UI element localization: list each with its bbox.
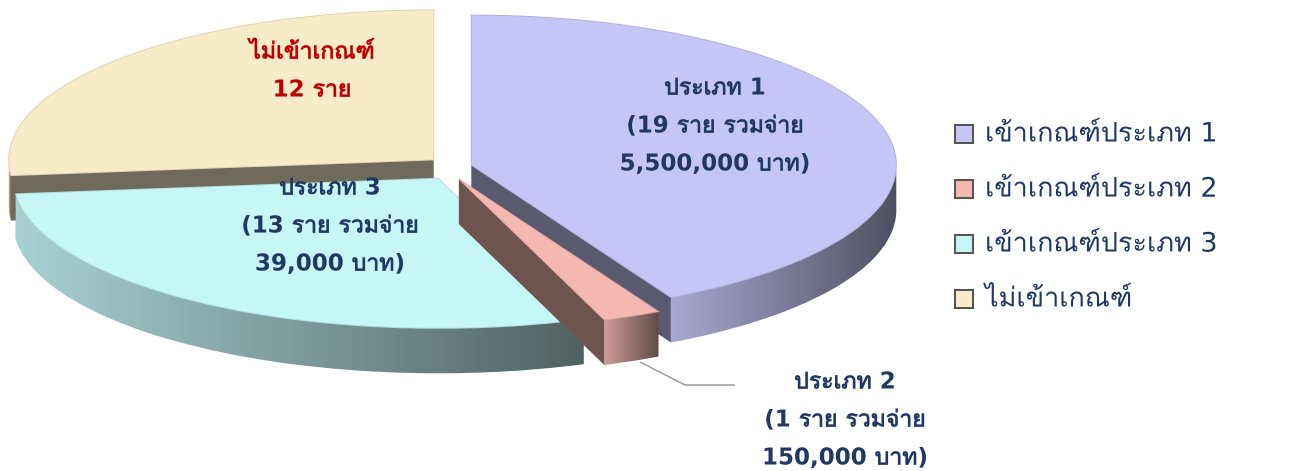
data-label: ประเภท 3: [279, 175, 381, 201]
slice-side: [604, 311, 659, 365]
slice: [15, 177, 585, 329]
legend-swatch: [954, 289, 974, 309]
legend-swatch: [954, 234, 974, 254]
data-label: 5,500,000 บาท): [620, 151, 811, 177]
legend-swatch: [954, 124, 974, 144]
data-label: (19 ราย รวมจ่าย: [626, 113, 804, 139]
data-label: (13 ราย รวมจ่าย: [241, 213, 419, 239]
data-label: ประเภท 1: [664, 75, 766, 101]
slice: [8, 9, 435, 177]
legend-label: เข้าเกณฑ์ประเภท 3: [985, 227, 1218, 259]
legend-label: เข้าเกณฑ์ประเภท 2: [985, 172, 1218, 204]
slice-side: [458, 179, 605, 365]
slice: [458, 178, 660, 321]
legend-swatch: [954, 179, 974, 199]
data-label: ไม่เข้าเกณฑ์: [246, 37, 374, 65]
legend-label: เข้าเกณฑ์ประเภท 1: [985, 117, 1218, 149]
leader-line: [639, 361, 735, 386]
data-label: 39,000 บาท): [255, 251, 405, 277]
slice: [470, 14, 897, 299]
legend-label: ไม่เข้าเกณฑ์: [983, 282, 1132, 314]
data-label: 12 ราย: [273, 77, 352, 103]
data-label: (1 ราย รวมจ่าย: [764, 407, 926, 433]
data-label: 150,000 บาท): [762, 445, 928, 471]
data-label: ประเภท 2: [794, 369, 896, 395]
slice-side: [670, 165, 897, 343]
